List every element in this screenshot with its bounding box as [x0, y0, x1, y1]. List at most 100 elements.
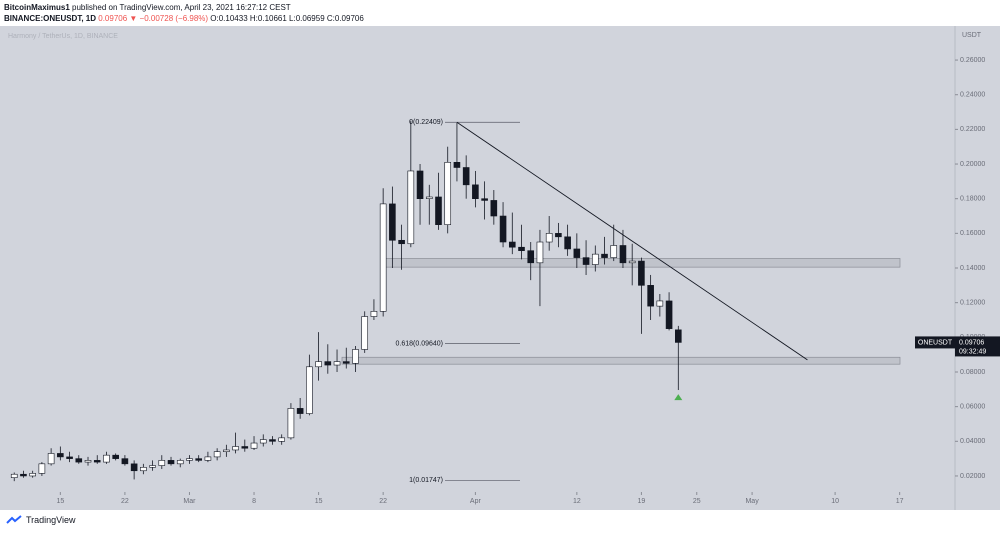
candle-body: [647, 285, 654, 307]
candle-body: [176, 460, 184, 465]
published: published on TradingView.com, April 23, …: [72, 3, 291, 12]
candle-body: [342, 361, 350, 364]
candle-body: [20, 473, 27, 477]
signal-marker: [674, 394, 683, 401]
candle-body: [453, 162, 461, 168]
symbol: BINANCE:ONEUSDT, 1D: [4, 14, 97, 23]
candle-body: [352, 349, 359, 364]
candle-body: [591, 253, 599, 265]
candle-body: [379, 203, 387, 312]
candle-body: [582, 257, 590, 265]
candle-body: [573, 248, 581, 258]
candle-body: [435, 196, 442, 225]
price-label-symbol-bg: [915, 336, 955, 349]
candle-body: [555, 233, 562, 238]
candle-body: [140, 466, 147, 472]
x-tick-label: 15: [56, 498, 64, 505]
y-tick-label: 0.20000: [960, 161, 985, 168]
y-tick-label: 0.08000: [960, 369, 985, 376]
candle-body: [665, 300, 673, 329]
chart-background: [0, 26, 1000, 510]
support-zone: [341, 356, 901, 365]
fib-label: 0.618(0.09640): [396, 340, 443, 347]
candle-body: [10, 473, 18, 478]
candle-body: [47, 453, 55, 465]
candle-body: [250, 442, 258, 449]
candle-body: [130, 463, 138, 472]
candle-body: [57, 453, 64, 458]
candle-body: [536, 241, 544, 264]
close: C:0.09706: [326, 14, 364, 23]
candle-body: [333, 361, 341, 366]
candle-body: [167, 460, 175, 465]
fib-label: 0(0.22409): [409, 119, 443, 126]
candle-body: [112, 454, 119, 459]
y-tick-label: 0.26000: [960, 57, 985, 64]
candle-body: [370, 311, 378, 317]
candle-body: [306, 366, 313, 414]
open: O:0.10433: [210, 14, 248, 23]
x-tick-label: 17: [896, 498, 904, 505]
candle-body: [296, 408, 304, 414]
candle-body: [527, 250, 535, 264]
fib-label: 1(0.01747): [409, 477, 443, 484]
candle-body: [223, 449, 230, 453]
author: BitcoinMaximus1: [4, 3, 70, 12]
candle-body: [315, 361, 322, 368]
candle-body: [213, 451, 221, 458]
chart: Harmony / TetherUs, 1D, BINANCE USDT 0.0…: [0, 26, 1000, 510]
candle-body: [416, 170, 424, 199]
quote-line: BINANCE:ONEUSDT, 1D 0.09706 ▼ −0.00728 (…: [4, 13, 364, 24]
publish-line: BitcoinMaximus1 published on TradingView…: [4, 2, 364, 13]
candle-body: [490, 200, 498, 217]
candle-body: [518, 246, 525, 251]
candle-body: [389, 203, 396, 241]
y-tick-label: 0.16000: [960, 230, 985, 237]
y-tick-label: 0.24000: [960, 92, 985, 99]
candle-body: [601, 253, 608, 258]
candle-body: [241, 446, 249, 449]
x-tick-label: 12: [573, 498, 581, 505]
candle-body: [481, 198, 488, 201]
x-tick-label: 15: [315, 498, 323, 505]
candle-body: [195, 458, 202, 461]
x-tick-label: May: [745, 498, 759, 505]
candle-body: [407, 170, 415, 245]
candle-body: [444, 162, 452, 225]
x-tick-label: Mar: [183, 498, 196, 505]
candle-body: [398, 239, 405, 245]
y-tick-label: 0.18000: [960, 196, 985, 203]
candle-body: [610, 245, 618, 258]
chart-title: Harmony / TetherUs, 1D, BINANCE: [8, 33, 118, 40]
y-tick-label: 0.04000: [960, 438, 985, 445]
candle-body: [93, 460, 101, 463]
candle-body: [204, 456, 212, 461]
candle-body: [186, 458, 193, 461]
candle-body: [259, 439, 267, 444]
last: 0.09706: [98, 14, 128, 23]
candle-body: [545, 233, 553, 243]
candle-body: [656, 300, 664, 307]
low: L:0.06959: [289, 14, 325, 23]
price-label-bg: [955, 336, 1000, 357]
candle-body: [66, 456, 73, 459]
candle-body: [269, 439, 276, 442]
candle-body: [232, 446, 239, 451]
x-tick-label: Apr: [470, 498, 482, 505]
y-unit: USDT: [962, 32, 982, 39]
candle-body: [425, 196, 433, 199]
candle-body: [499, 215, 507, 243]
candle-body: [29, 473, 36, 477]
y-tick-label: 0.06000: [960, 403, 985, 410]
x-tick-label: 8: [252, 498, 256, 505]
candle-body: [628, 260, 636, 264]
candle-body: [103, 454, 110, 463]
price-label-countdown: 09:32:49: [959, 348, 986, 355]
trendline: [456, 121, 808, 361]
x-tick-label: 22: [121, 498, 129, 505]
candle-body: [361, 316, 369, 350]
x-tick-label: 19: [638, 498, 646, 505]
brand-logo: [6, 515, 22, 524]
x-tick-label: 22: [379, 498, 387, 505]
